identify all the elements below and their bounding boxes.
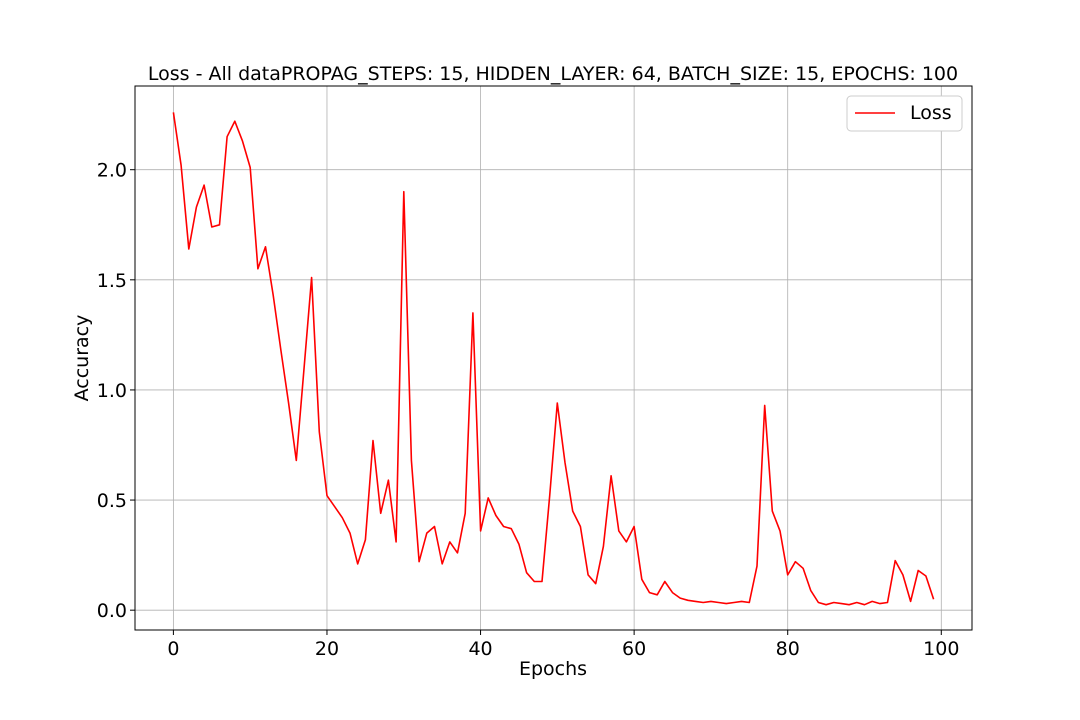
y-tick-label: 0.5: [97, 490, 127, 512]
x-tick-label: 20: [315, 638, 339, 660]
series-layer: [172, 112, 935, 606]
legend-frame: [846, 95, 963, 132]
x-tick-label: 40: [468, 638, 492, 660]
axis-ticks: 0 20 40 60 80 100 0.0 0.5 1.0 1.5 2.0: [97, 160, 960, 660]
x-tick-label: 60: [622, 638, 646, 660]
y-tick-label: 1.5: [97, 270, 127, 292]
grid: [135, 86, 972, 630]
y-tick-label: 2.0: [97, 160, 127, 182]
legend-label-loss: Loss: [910, 102, 952, 124]
x-tick-label: 100: [923, 638, 959, 660]
x-tick-label: 80: [776, 638, 800, 660]
chart-title: Loss - All dataPROPAG_STEPS: 15, HIDDEN_…: [148, 63, 958, 85]
y-axis-label: Accuracy: [71, 315, 93, 402]
x-tick-label: 0: [167, 638, 179, 660]
plot-frame: [134, 85, 973, 631]
x-axis-label: Epochs: [519, 658, 587, 680]
y-tick-label: 1.0: [97, 380, 127, 402]
y-tick-label: 0.0: [97, 600, 127, 622]
series-line-loss: [172, 112, 935, 606]
legend: Loss: [846, 95, 963, 132]
